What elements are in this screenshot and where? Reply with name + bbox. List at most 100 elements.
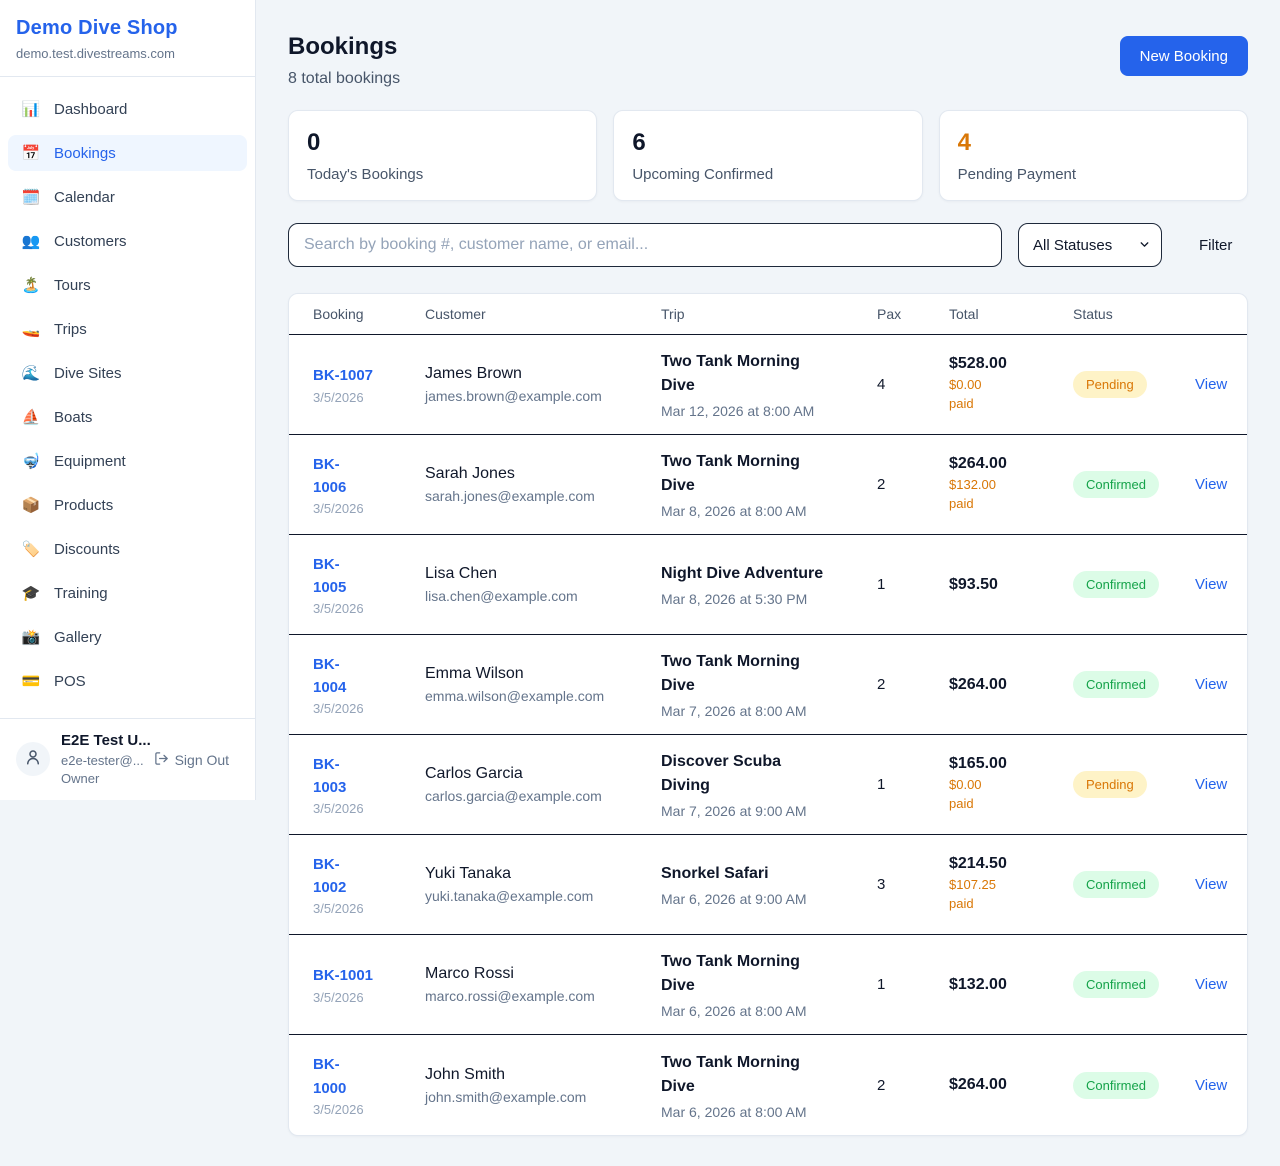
status-badge: Confirmed xyxy=(1073,471,1159,498)
customer-email: john.smith@example.com xyxy=(425,1088,587,1105)
booking-date: 3/5/2026 xyxy=(313,801,364,817)
sidebar-item-icon: 📸 xyxy=(21,629,41,646)
status-select[interactable]: All Statuses xyxy=(1018,223,1162,267)
table-row: BK- 1006 3/5/2026 Sarah Jones sarah.jone… xyxy=(289,435,1247,535)
sidebar-item[interactable]: 🎓 Training xyxy=(8,575,247,611)
view-link[interactable]: View xyxy=(1195,476,1228,493)
search-input[interactable] xyxy=(288,223,1002,267)
customer-name: Sarah Jones xyxy=(425,465,515,482)
col-trip: Trip xyxy=(661,306,685,322)
booking-id-link[interactable]: BK-1001 xyxy=(313,967,374,985)
sidebar-item[interactable]: 🏷️ Discounts xyxy=(8,531,247,567)
shop-domain: demo.test.divestreams.com xyxy=(16,46,175,61)
view-link[interactable]: View xyxy=(1195,676,1228,693)
sidebar-item[interactable]: 🌊 Dive Sites xyxy=(8,355,247,391)
stat-label: Pending Payment xyxy=(957,166,1077,183)
page-title: Bookings xyxy=(288,33,398,60)
view-link[interactable]: View xyxy=(1195,876,1228,893)
table-row: BK- 1005 3/5/2026 Lisa Chen lisa.chen@ex… xyxy=(289,535,1247,635)
stat-value: 6 xyxy=(632,129,646,156)
new-booking-button[interactable]: New Booking xyxy=(1119,36,1248,76)
booking-id-link[interactable]: BK- 1006 xyxy=(313,455,347,496)
status-cell: Pending xyxy=(1073,371,1195,398)
trip-name: Two Tank Morning Dive xyxy=(661,953,800,994)
total-amount: $132.00 xyxy=(949,975,1007,993)
booking-cell: BK- 1005 3/5/2026 xyxy=(313,553,425,617)
trip-cell: Two Tank Morning Dive Mar 6, 2026 at 8:0… xyxy=(661,950,877,1019)
total-cell: $132.00 xyxy=(949,976,1073,994)
view-link[interactable]: View xyxy=(1195,1076,1228,1094)
trip-name: Discover Scuba Diving xyxy=(661,753,782,794)
sidebar-item[interactable]: 💳 POS xyxy=(8,663,247,699)
sidebar-item-icon: 📅 xyxy=(21,145,41,162)
status-cell: Confirmed xyxy=(1073,971,1195,998)
user-section: E2E Test U... e2e-tester@... Sign Out Ow… xyxy=(0,718,255,800)
col-status: Status xyxy=(1073,306,1113,322)
total-cell: $528.00 $0.00 paid xyxy=(949,355,1073,414)
pax-cell: 2 xyxy=(877,1076,886,1094)
view-link[interactable]: View xyxy=(1195,576,1228,593)
sidebar-item[interactable]: 🤿 Equipment xyxy=(8,443,247,479)
paid-amount: $0.00 paid xyxy=(949,777,982,811)
sidebar-item-label: Trips xyxy=(54,320,87,338)
customer-cell: Carlos Garcia carlos.garcia@example.com xyxy=(425,765,661,804)
view-link[interactable]: View xyxy=(1195,376,1228,393)
sidebar-item[interactable]: 🚤 Trips xyxy=(8,311,247,347)
sidebar-item[interactable]: 🏝️ Tours xyxy=(8,267,247,303)
total-cell: $264.00 xyxy=(949,676,1073,694)
view-link[interactable]: View xyxy=(1195,776,1228,793)
sidebar-item-label: Dashboard xyxy=(54,100,128,118)
total-cell: $264.00 xyxy=(949,1076,1073,1094)
customer-name: John Smith xyxy=(425,1065,506,1083)
sidebar-item[interactable]: 📦 Products xyxy=(8,487,247,523)
filter-button[interactable]: Filter xyxy=(1195,237,1236,254)
total-cell: $264.00 $132.00 paid xyxy=(949,455,1073,514)
sidebar-item-label: Training xyxy=(54,584,108,602)
sidebar-item-label: Products xyxy=(54,496,114,514)
booking-id-link[interactable]: BK- 1005 xyxy=(313,555,347,596)
trip-cell: Night Dive Adventure Mar 8, 2026 at 5:30… xyxy=(661,562,877,607)
sidebar-item[interactable]: 📅 Bookings xyxy=(8,135,247,171)
status-cell: Pending xyxy=(1073,771,1195,798)
trip-cell: Two Tank Morning Dive Mar 6, 2026 at 8:0… xyxy=(661,1051,877,1120)
col-booking: Booking xyxy=(313,306,364,322)
person-icon xyxy=(24,748,42,771)
stat-card: 4 Pending Payment xyxy=(938,110,1248,201)
sidebar-item[interactable]: 👥 Customers xyxy=(8,223,247,259)
stat-card: 6 Upcoming Confirmed xyxy=(613,110,923,201)
view-link[interactable]: View xyxy=(1195,976,1228,993)
sidebar-item[interactable]: 🗓️ Calendar xyxy=(8,179,247,215)
sidebar-item-icon: 🎓 xyxy=(21,585,41,602)
table-row: BK- 1004 3/5/2026 Emma Wilson emma.wilso… xyxy=(289,635,1247,735)
status-cell: Confirmed xyxy=(1073,671,1195,698)
sidebar-item[interactable]: 📊 Dashboard xyxy=(8,91,247,127)
booking-date: 3/5/2026 xyxy=(313,601,364,617)
booking-id-link[interactable]: BK- 1003 xyxy=(313,755,347,796)
booking-cell: BK-1001 3/5/2026 xyxy=(313,964,425,1004)
booking-id-link[interactable]: BK-1007 xyxy=(313,367,374,385)
sidebar-item[interactable]: 📸 Gallery xyxy=(8,619,247,655)
total-amount: $528.00 xyxy=(949,355,1007,373)
sign-out-label: Sign Out xyxy=(174,752,230,768)
booking-date: 3/5/2026 xyxy=(313,989,364,1005)
booking-id-link[interactable]: BK- 1002 xyxy=(313,855,347,896)
customer-name: Yuki Tanaka xyxy=(425,865,511,882)
sidebar-item[interactable]: ⛵ Boats xyxy=(8,399,247,435)
title-block: Bookings 8 total bookings xyxy=(288,33,400,88)
stat-label: Upcoming Confirmed xyxy=(632,166,774,183)
sidebar-item-icon: 📊 xyxy=(21,101,41,118)
status-badge: Pending xyxy=(1073,771,1147,798)
booking-date: 3/5/2026 xyxy=(313,389,364,405)
customer-email: sarah.jones@example.com xyxy=(425,488,595,504)
stat-label: Today's Bookings xyxy=(307,166,424,183)
booking-id-link[interactable]: BK- 1004 xyxy=(313,655,347,696)
customer-cell: Sarah Jones sarah.jones@example.com xyxy=(425,465,661,504)
brand-block: Demo Dive Shop demo.test.divestreams.com xyxy=(0,0,255,77)
booking-id-link[interactable]: BK- 1000 xyxy=(313,1056,347,1097)
table-row: BK- 1003 3/5/2026 Carlos Garcia carlos.g… xyxy=(289,735,1247,835)
customer-cell: Emma Wilson emma.wilson@example.com xyxy=(425,665,661,704)
sign-out-button[interactable]: Sign Out xyxy=(154,751,229,769)
customer-email: carlos.garcia@example.com xyxy=(425,788,602,804)
pax-cell: 4 xyxy=(877,376,886,393)
table-header-row: Booking Customer Trip Pax Total Status xyxy=(289,294,1247,335)
